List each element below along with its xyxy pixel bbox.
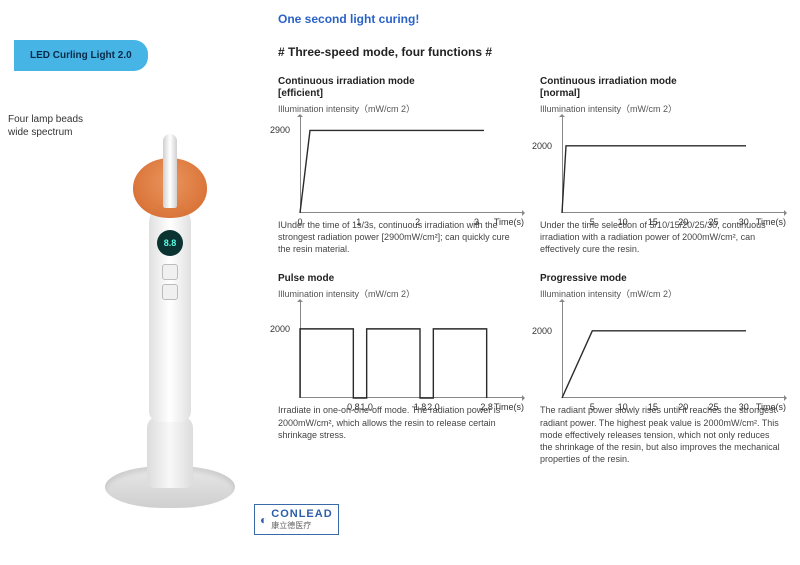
chart-title: Continuous irradiation mode xyxy=(278,76,415,87)
logo-mark-icon: ◐ xyxy=(260,513,267,527)
device-button xyxy=(162,284,178,300)
charts-grid: Continuous irradiation mode [efficient] … xyxy=(278,76,786,465)
logo-cn: 康立德医疗 xyxy=(271,521,311,530)
side-note-line: Four lamp beads xyxy=(8,113,83,126)
x-tick: 25 xyxy=(708,402,718,412)
x-axis-label: Time(s) xyxy=(756,217,786,227)
product-badge: LED Curling Light 2.0 xyxy=(14,40,148,71)
x-tick: 25 xyxy=(708,217,718,227)
x-axis-label: Time(s) xyxy=(756,402,786,412)
x-axis-label: Time(s) xyxy=(494,217,524,227)
chart-title: Pulse mode xyxy=(278,273,334,284)
section-title: # Three-speed mode, four functions # xyxy=(278,45,492,59)
y-axis-label: Illumination intensity（mW/cm 2） xyxy=(540,287,786,300)
x-tick: 30 xyxy=(739,217,749,227)
side-note-line: wide spectrum xyxy=(8,126,83,139)
y-tick: 2000 xyxy=(532,326,552,336)
x-tick: 20 xyxy=(678,217,688,227)
y-axis-label: Illumination intensity（mW/cm 2） xyxy=(278,287,524,300)
logo-name: CONLEAD xyxy=(271,508,332,520)
chart-title: Continuous irradiation mode xyxy=(540,76,677,87)
chart-title: Progressive mode xyxy=(540,273,627,284)
x-tick: 1.0 xyxy=(360,402,373,412)
plot: Time(s) 20000.81.01.82.02.8 xyxy=(300,302,522,398)
tagline: One second light curing! xyxy=(278,12,419,26)
device-display: 8.8 xyxy=(157,230,183,256)
x-tick: 0 xyxy=(297,217,302,227)
brand-logo: ◐ CONLEAD 康立德医疗 xyxy=(254,504,339,535)
device-illustration: 8.8 xyxy=(105,88,235,508)
x-tick: 2.8 xyxy=(480,402,493,412)
chart-progressive: Progressive mode Illumination intensity（… xyxy=(540,273,786,465)
x-axis-label: Time(s) xyxy=(494,402,524,412)
y-tick: 2000 xyxy=(532,141,552,151)
plot: Time(s) 200051015202530 xyxy=(562,117,784,213)
plot: Time(s) 200051015202530 xyxy=(562,302,784,398)
chart-subtitle: [efficient] xyxy=(278,88,323,99)
chart-subtitle: [normal] xyxy=(540,88,580,99)
device-button xyxy=(162,264,178,280)
chart-description: The radiant power slowly rises until it … xyxy=(540,404,780,465)
chart-pulse: Pulse mode Illumination intensity（mW/cm … xyxy=(278,273,524,465)
plot: Time(s) 29000123 xyxy=(300,117,522,213)
x-tick: 2 xyxy=(415,217,420,227)
y-axis-label: Illumination intensity（mW/cm 2） xyxy=(278,102,524,115)
x-tick: 2.0 xyxy=(427,402,440,412)
x-tick: 5 xyxy=(590,402,595,412)
x-tick: 15 xyxy=(648,402,658,412)
x-tick: 0.8 xyxy=(347,402,360,412)
x-tick: 10 xyxy=(618,402,628,412)
x-tick: 3 xyxy=(474,217,479,227)
x-tick: 30 xyxy=(739,402,749,412)
x-tick: 5 xyxy=(590,217,595,227)
y-tick: 2900 xyxy=(270,125,290,135)
x-tick: 15 xyxy=(648,217,658,227)
x-tick: 10 xyxy=(618,217,628,227)
y-tick: 2000 xyxy=(270,324,290,334)
chart-description: IUnder the time of 1s/3s, continuous irr… xyxy=(278,219,518,255)
x-tick: 20 xyxy=(678,402,688,412)
y-axis-label: Illumination intensity（mW/cm 2） xyxy=(540,102,786,115)
chart-efficient: Continuous irradiation mode [efficient] … xyxy=(278,76,524,255)
x-tick: 1 xyxy=(356,217,361,227)
x-tick: 1.8 xyxy=(414,402,427,412)
side-note: Four lamp beads wide spectrum xyxy=(8,113,83,139)
light-tip xyxy=(163,134,177,208)
chart-normal: Continuous irradiation mode [normal] Ill… xyxy=(540,76,786,255)
